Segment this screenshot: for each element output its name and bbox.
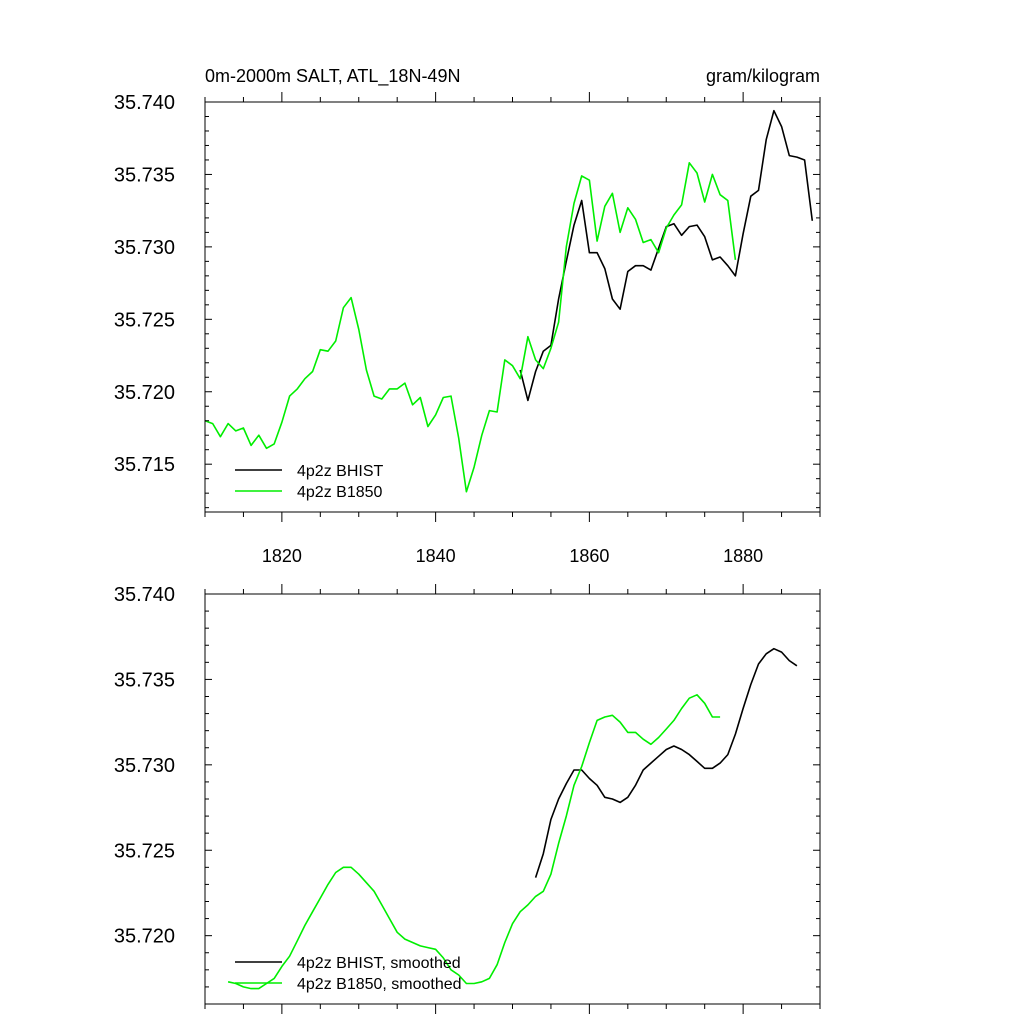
top-x-tick-labels: 1820 1840 1860 1880 [262, 546, 763, 566]
top-major-ticks [205, 92, 820, 522]
top-series-line-bhist [519, 109, 814, 402]
top-panel: 35.740 35.735 35.730 35.725 35.720 35.715 182… [114, 66, 821, 566]
bottom-y-tick-labels: 35.740 35.735 35.730 35.725 35.720 [114, 584, 175, 948]
top-xtick-label: 1880 [723, 546, 763, 566]
top-legend-b1850-label: 4p2z B1850 [297, 484, 383, 501]
bottom-ytick-label: 35.735 [114, 669, 175, 691]
bottom-legend-bhist-label: 4p2z BHIST, smoothed [297, 955, 461, 972]
bottom-ytick-label: 35.740 [114, 584, 175, 606]
bottom-panel: 35.740 35.735 35.730 35.725 35.720 4p2z BHIS… [114, 584, 821, 1014]
top-ytick-label: 35.715 [114, 454, 175, 476]
top-legend: 4p2z BHIST 4p2z B1850 [235, 463, 383, 501]
bottom-minor-ticks [204, 589, 821, 1009]
bottom-series-lines [227, 647, 798, 990]
top-minor-ticks [204, 97, 821, 517]
bottom-ytick-label: 35.730 [114, 755, 175, 777]
top-legend-bhist-label: 4p2z BHIST [297, 463, 383, 480]
top-series-line-b1850 [204, 162, 737, 493]
top-y-tick-labels: 35.740 35.735 35.730 35.725 35.720 35.715 [114, 92, 175, 476]
bottom-ytick-label: 35.725 [114, 840, 175, 862]
top-plot-frame [204, 101, 821, 513]
bottom-major-ticks [205, 584, 820, 1014]
top-ytick-label: 35.740 [114, 92, 175, 114]
top-xtick-label: 1860 [569, 546, 609, 566]
top-title-left: 0m-2000m SALT, ATL_18N-49N [205, 66, 460, 87]
top-ytick-label: 35.720 [114, 382, 175, 404]
bottom-plot-frame [204, 593, 821, 1005]
bottom-ytick-label: 35.720 [114, 926, 175, 948]
top-title-right: gram/kilogram [706, 66, 820, 86]
top-xtick-label: 1840 [416, 546, 456, 566]
bottom-legend-b1850-label: 4p2z B1850, smoothed [297, 976, 462, 993]
bottom-series-line-bhist [534, 647, 798, 878]
top-ytick-label: 35.735 [114, 164, 175, 186]
top-ytick-label: 35.730 [114, 237, 175, 259]
bottom-legend: 4p2z BHIST, smoothed 4p2z B1850, smoothe… [235, 955, 462, 993]
top-xtick-label: 1820 [262, 546, 302, 566]
top-series-lines [204, 109, 814, 493]
bottom-series-line-b1850 [227, 693, 721, 990]
top-ytick-label: 35.725 [114, 309, 175, 331]
